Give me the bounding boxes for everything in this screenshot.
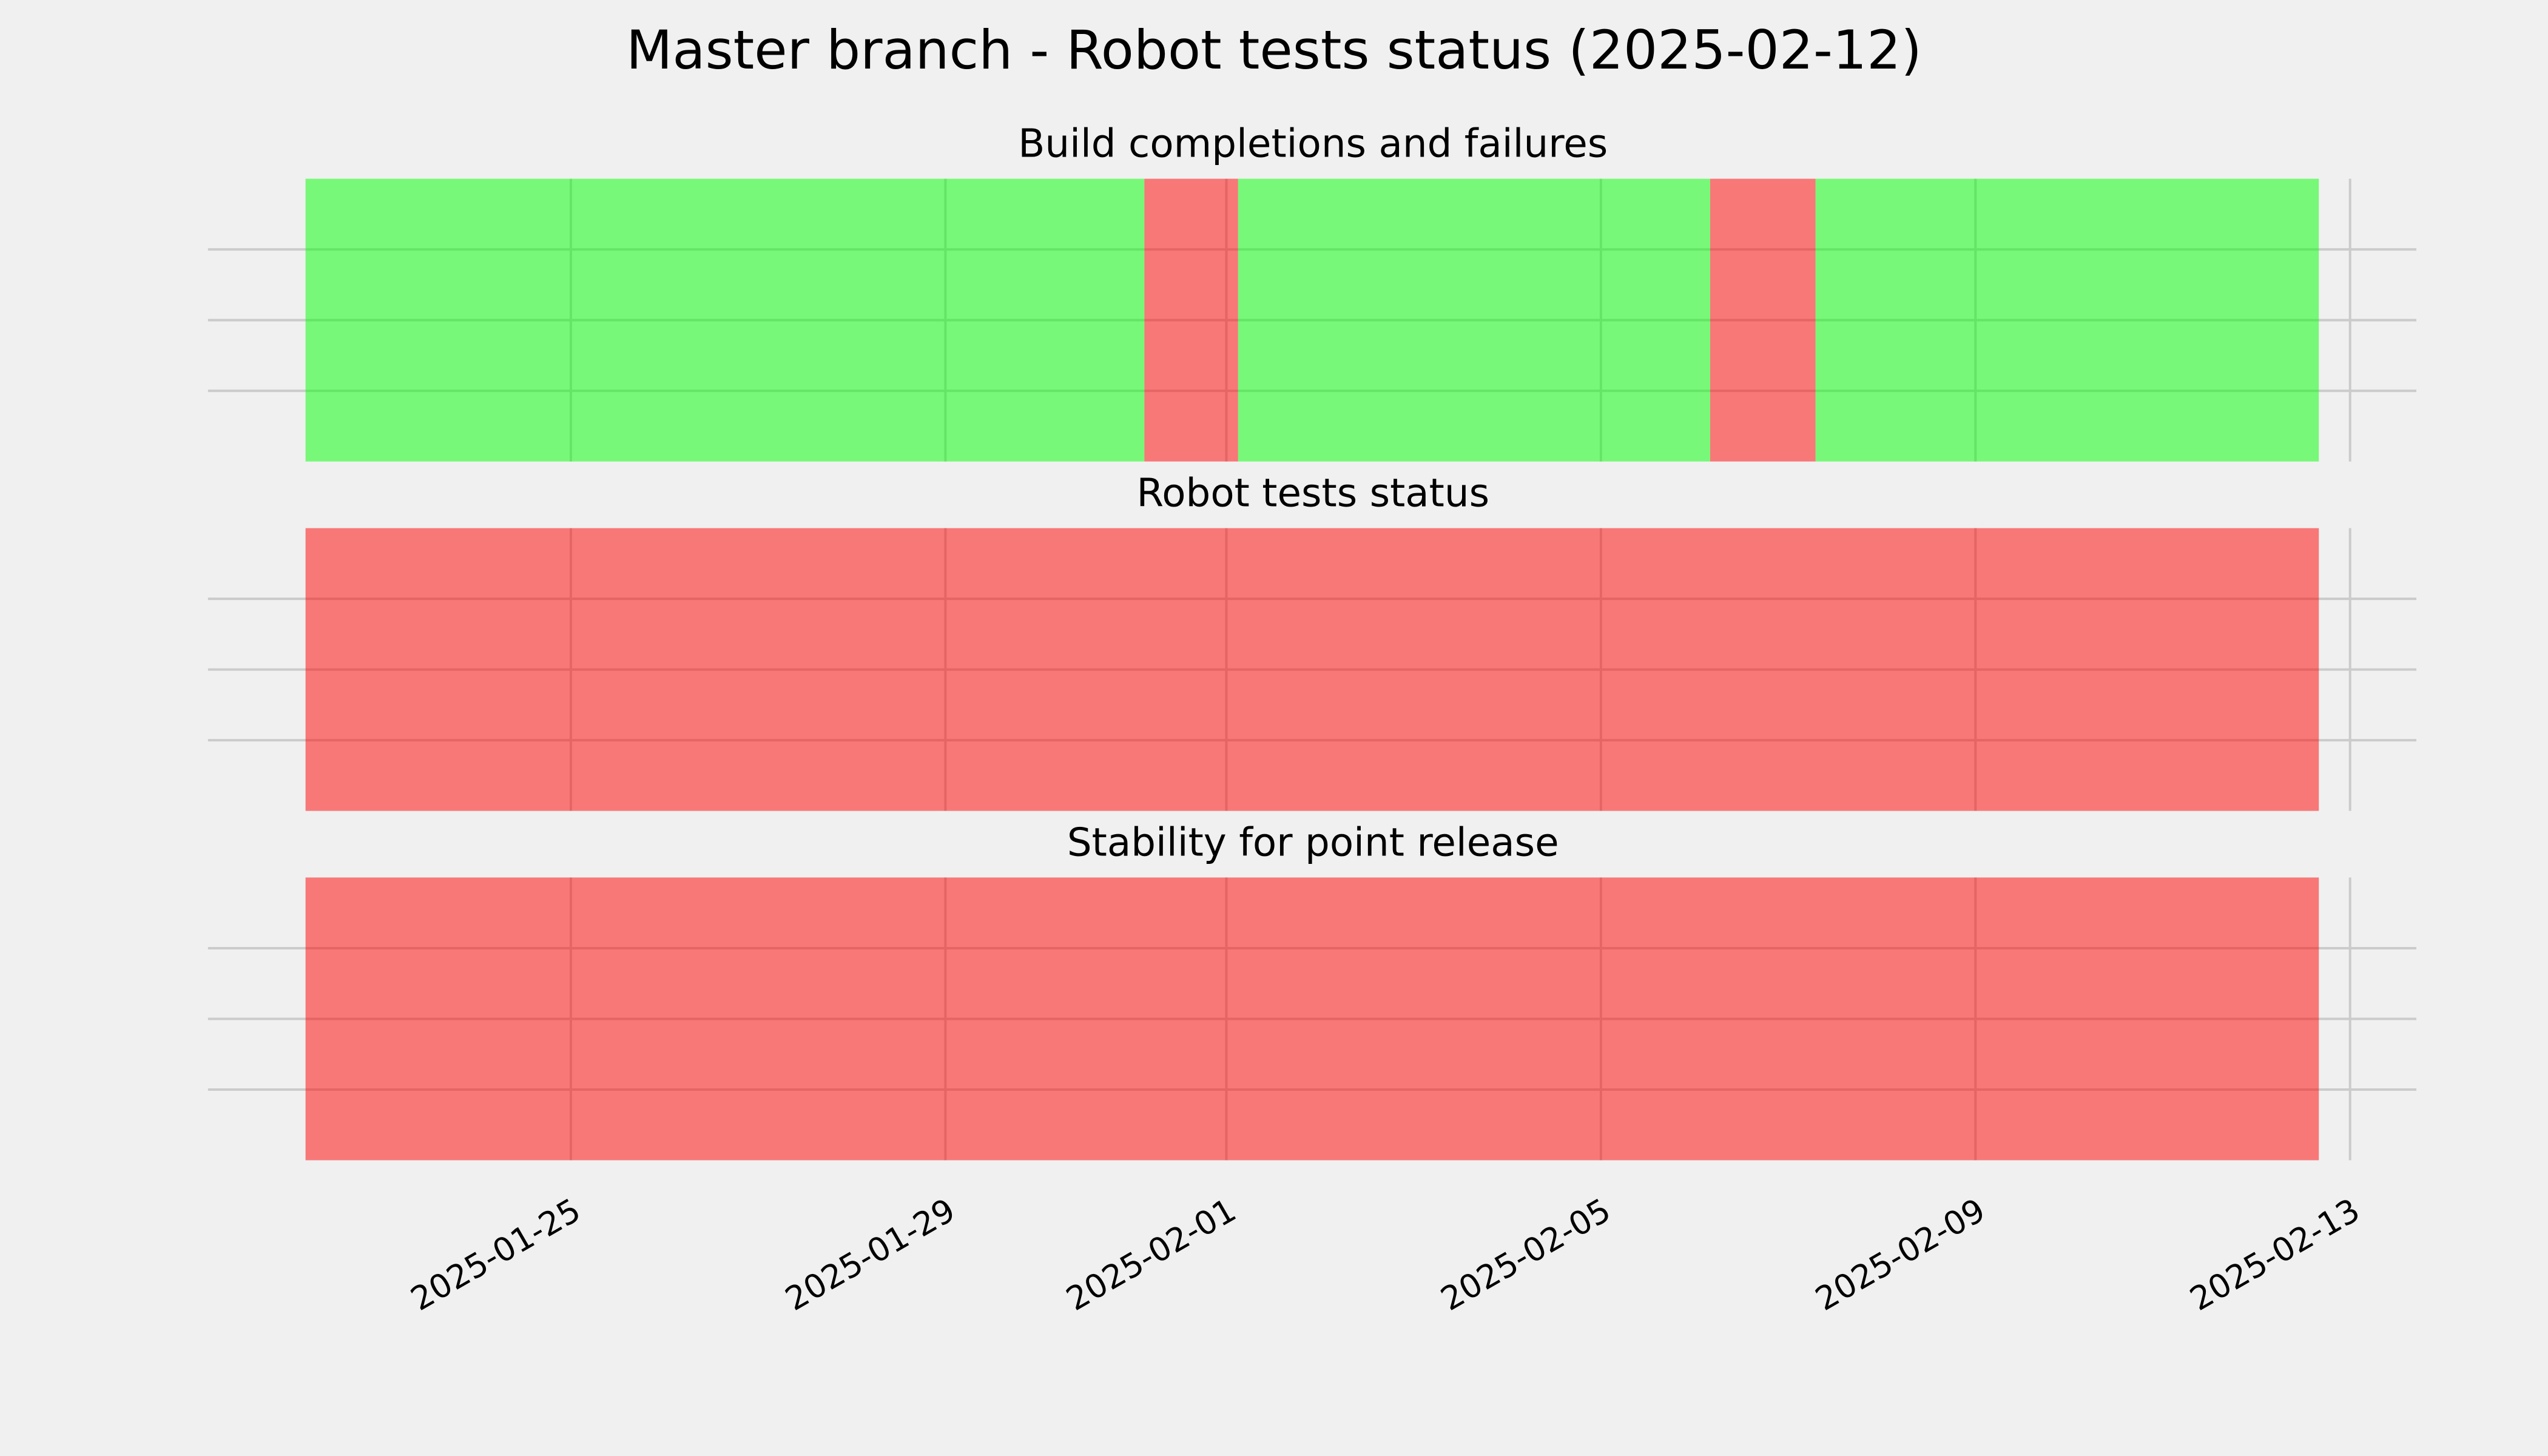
status-span [1238, 178, 1710, 462]
status-span [305, 528, 2319, 811]
panel-title: Stability for point release [1067, 820, 1559, 865]
x-tick-label: 2025-02-05 [1434, 1191, 1617, 1318]
x-tick-label: 2025-02-01 [1060, 1191, 1242, 1318]
x-tick-label: 2025-02-13 [2183, 1191, 2366, 1318]
x-tick-label: 2025-01-29 [779, 1191, 962, 1318]
figure-title: Master branch - Robot tests status (2025… [626, 19, 1922, 81]
panel-title: Build completions and failures [1018, 121, 1608, 167]
status-span [1815, 178, 2319, 462]
status-span [305, 877, 2319, 1161]
status-span [1710, 178, 1816, 462]
status-span [1144, 178, 1238, 462]
panel-title: Robot tests status [1136, 471, 1489, 516]
status-span [305, 178, 1145, 462]
x-tick-label: 2025-01-25 [404, 1191, 587, 1318]
x-tick-label: 2025-02-09 [1809, 1191, 1992, 1318]
